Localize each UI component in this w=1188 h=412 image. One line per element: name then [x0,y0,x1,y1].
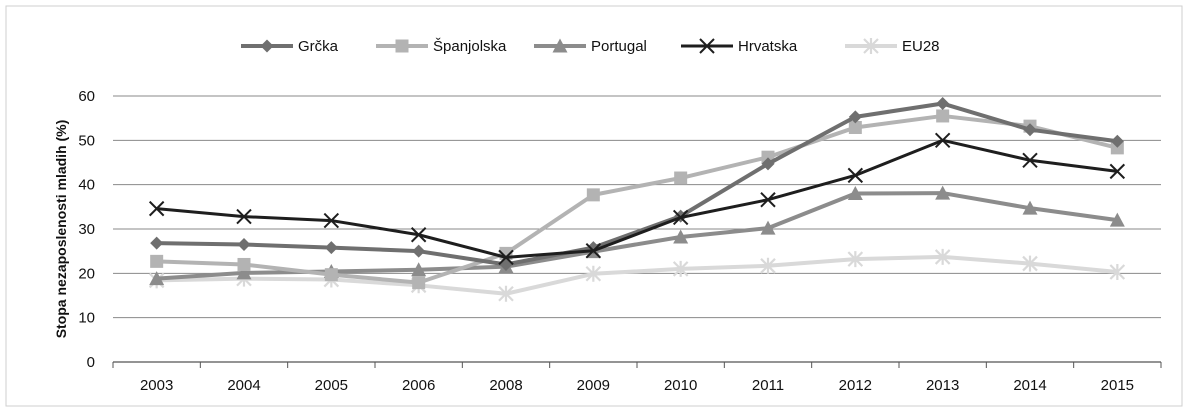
data-point [148,200,165,217]
data-point [1110,141,1124,155]
data-point [237,238,251,252]
data-point [324,268,338,282]
data-point [498,249,514,266]
series-gr-ka [150,97,1124,271]
series-line [156,101,1118,267]
series-group [148,97,1126,302]
data-point [585,243,602,259]
data-point [934,132,951,149]
x-tick-label: 2008 [489,377,522,394]
legend-marker [552,38,568,53]
data-point [847,186,863,201]
y-tick-label: 60 [78,88,95,105]
legend-label: Španjolska [433,38,507,55]
data-point [936,109,950,123]
data-point [674,171,688,185]
data-point [935,185,951,200]
legend-marker [260,39,274,53]
data-point [760,220,776,235]
legend-marker [395,39,409,53]
chart-border [5,5,1183,407]
data-point [149,271,165,286]
data-point [412,276,426,290]
y-tick-label: 50 [78,132,95,149]
axes: 0 10 20 30 40 50 60 2003 2004 2005 2006 2008 2009 201… [78,88,1162,394]
legend-item: Grčka [241,38,339,55]
legend: Grčka Španjolska Portugal Hrvatska EU28 [241,38,940,55]
data-point [585,265,602,282]
data-point [1109,212,1125,227]
data-point [847,167,864,184]
data-point [1022,200,1038,215]
data-point [236,208,252,225]
series-line [156,254,1118,296]
y-tick-label: 10 [78,310,95,327]
data-point [237,257,251,271]
data-point [1110,134,1124,148]
legend-item: Portugal [534,38,647,55]
legend-label: EU28 [902,38,940,55]
data-point [410,227,427,243]
data-point [673,229,689,244]
data-point [1109,264,1126,281]
series-hrvatska [148,132,1126,266]
data-point [236,265,252,280]
data-point [1022,255,1038,272]
x-tick-label: 2009 [577,377,610,394]
y-tick-label: 30 [78,221,95,238]
legend-marker [699,38,715,54]
y-tick-label: 20 [78,265,95,282]
legend-label: Hrvatska [738,38,798,55]
data-point [1109,163,1126,180]
x-tick-label: 2015 [1101,377,1134,394]
data-point [150,254,164,268]
data-point [848,120,862,134]
series-eu28 [148,248,1126,302]
y-tick-label: 0 [87,354,95,371]
data-point [760,257,776,274]
legend-label: Grčka [298,38,339,55]
legend-label: Portugal [591,38,647,55]
legend-item: EU28 [845,38,940,55]
legend-item: Španjolska [376,38,507,55]
x-tick-label: 2014 [1013,377,1046,394]
data-point [847,251,864,268]
data-point [586,188,600,202]
data-point [412,244,426,258]
legend-item: Hrvatska [681,38,798,55]
x-tick-label: 2006 [402,377,435,394]
data-point [934,248,951,265]
data-point [936,97,950,111]
data-point [150,236,164,250]
series-line [156,138,1118,259]
data-point [672,209,689,226]
y-axis-title: Stopa nezaposlenosti mladih (%) [53,120,69,339]
x-tick-label: 2003 [140,377,173,394]
x-tick-label: 2005 [315,377,348,394]
data-point [760,192,776,208]
data-point [498,285,514,302]
data-point [1022,152,1038,168]
data-point [672,260,689,277]
x-tick-label: 2013 [926,377,959,394]
x-tick-label: 2011 [752,377,784,394]
series-line [156,113,1118,285]
data-point [848,110,862,124]
data-point [1023,123,1037,137]
data-point [323,212,340,229]
x-tick-label: 2012 [839,377,872,394]
legend-marker [863,38,879,54]
x-tick-label: 2010 [664,377,697,394]
data-point [411,262,427,277]
data-point [324,241,338,255]
y-tick-label: 40 [78,177,95,194]
x-tick-label: 2004 [227,377,260,394]
data-point [761,157,775,171]
